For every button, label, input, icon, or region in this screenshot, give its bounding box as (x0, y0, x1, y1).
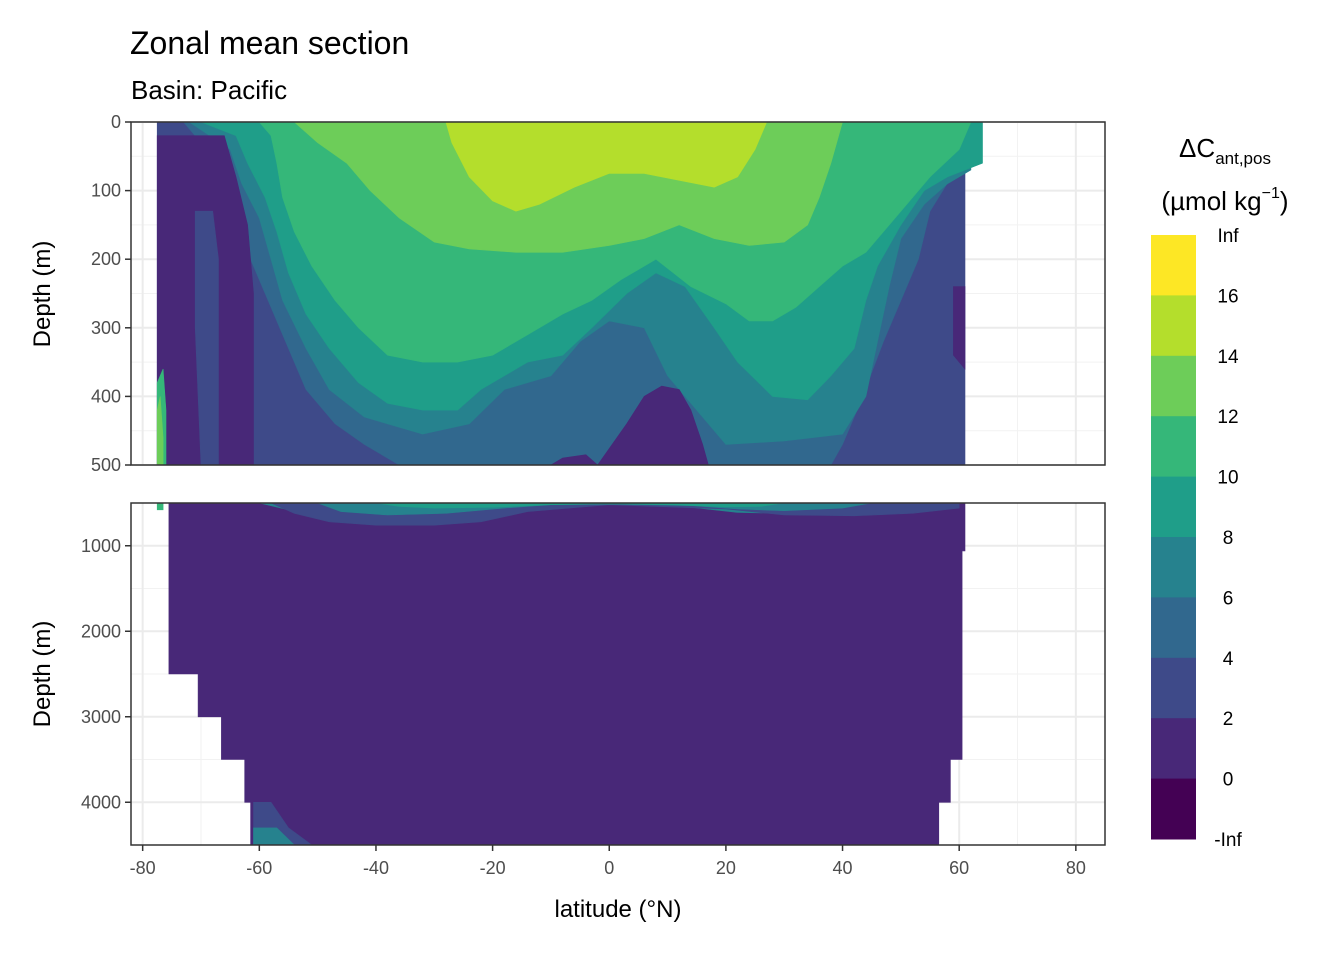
legend-swatch (1151, 537, 1196, 598)
legend-swatch (1151, 355, 1196, 417)
x-tick-label: 80 (1066, 858, 1086, 878)
x-tick-label: -40 (363, 858, 389, 878)
legend-unit-prefix: (µmol kg (1161, 186, 1261, 216)
upper-panel: 0 100 200 300 400 500 (91, 112, 1106, 475)
upper-contour-0-2-9 (550, 454, 599, 465)
x-tick-label: -80 (130, 858, 156, 878)
y-axis-label-lower: Depth (m) (29, 621, 56, 728)
chart-title: Zonal mean section (130, 25, 409, 61)
legend-break-label: 2 (1223, 709, 1234, 730)
lower-panel: 1000 2000 3000 4000 (81, 502, 1106, 846)
upper-contour-14-16-6 (445, 122, 768, 212)
lower-contour-8-10-4 (375, 503, 785, 509)
x-tick-label: 20 (716, 858, 736, 878)
legend-unit: (µmol kg−1) (1161, 185, 1288, 216)
legend-break-label: 0 (1223, 770, 1234, 791)
lower-contours (156, 503, 966, 845)
legend-swatch (1151, 416, 1196, 478)
upper-contours (156, 122, 983, 465)
lower-y-tick-label: 3000 (81, 707, 121, 727)
legend-unit-suffix: ) (1280, 186, 1289, 216)
legend-break-label: 16 (1217, 286, 1238, 307)
upper-y-tick-label: 0 (111, 112, 121, 132)
upper-y-tick-label: 500 (91, 455, 121, 475)
lower-contour-10-12-7 (156, 503, 164, 511)
legend-break-label: 14 (1217, 347, 1239, 368)
lower-contour-0-2-0 (168, 503, 966, 845)
legend-swatch (1151, 597, 1196, 659)
legend-break-label: -Inf (1214, 830, 1242, 851)
legend-break-label: 8 (1223, 528, 1234, 549)
lower-y-tick-label: 2000 (81, 621, 121, 641)
upper-border (130, 121, 1106, 466)
legend-colorbar: Inf 16 14 12 10 8 6 4 2 0 -Inf (1151, 226, 1242, 851)
y-axis-label-upper: Depth (m) (29, 241, 56, 348)
legend-swatch (1151, 476, 1196, 538)
legend-title: ΔCant,pos (1179, 133, 1271, 168)
lower-contour-6-8-6 (253, 827, 295, 845)
legend-swatch (1151, 778, 1196, 840)
legend-break-label: Inf (1217, 226, 1239, 247)
x-axis-label: latitude (°N) (555, 896, 682, 923)
x-tick-label: -20 (480, 858, 506, 878)
x-axis: -80 -60 -40 -20 0 20 40 60 80 (130, 845, 1086, 878)
upper-contour-12-14-13 (156, 396, 164, 465)
legend-title-main: ΔC (1179, 133, 1215, 163)
legend-break-label: 10 (1217, 468, 1238, 489)
legend: ΔCant,pos (µmol kg−1) Inf 16 14 12 10 8 6 4 2 0 -I… (1151, 133, 1289, 851)
legend-break-label: 12 (1217, 407, 1238, 428)
legend-swatch (1151, 718, 1196, 780)
upper-y-tick-label: 300 (91, 318, 121, 338)
upper-contour-2-4-11 (194, 210, 219, 465)
x-tick-label: -60 (246, 858, 272, 878)
lower-border (130, 502, 1106, 846)
x-tick-label: 60 (949, 858, 969, 878)
legend-title-subscript: ant,pos (1215, 149, 1271, 168)
legend-break-label: 6 (1223, 588, 1234, 609)
legend-swatch (1151, 235, 1196, 296)
legend-break-label: 4 (1223, 649, 1234, 670)
x-tick-label: 0 (604, 858, 614, 878)
legend-swatch (1151, 295, 1196, 357)
lower-y-tick-label: 4000 (81, 792, 121, 812)
lower-y-tick-label: 1000 (81, 536, 121, 556)
legend-swatch (1151, 657, 1196, 719)
chart-subtitle: Basin: Pacific (131, 75, 287, 105)
upper-contour-0-2-10 (953, 286, 966, 370)
upper-y-tick-label: 200 (91, 249, 121, 269)
upper-y-tick-label: 400 (91, 386, 121, 406)
upper-y-tick-label: 100 (91, 181, 121, 201)
x-tick-label: 40 (833, 858, 853, 878)
legend-unit-superscript: −1 (1262, 185, 1280, 202)
upper-contour-0-2-8 (597, 385, 709, 465)
